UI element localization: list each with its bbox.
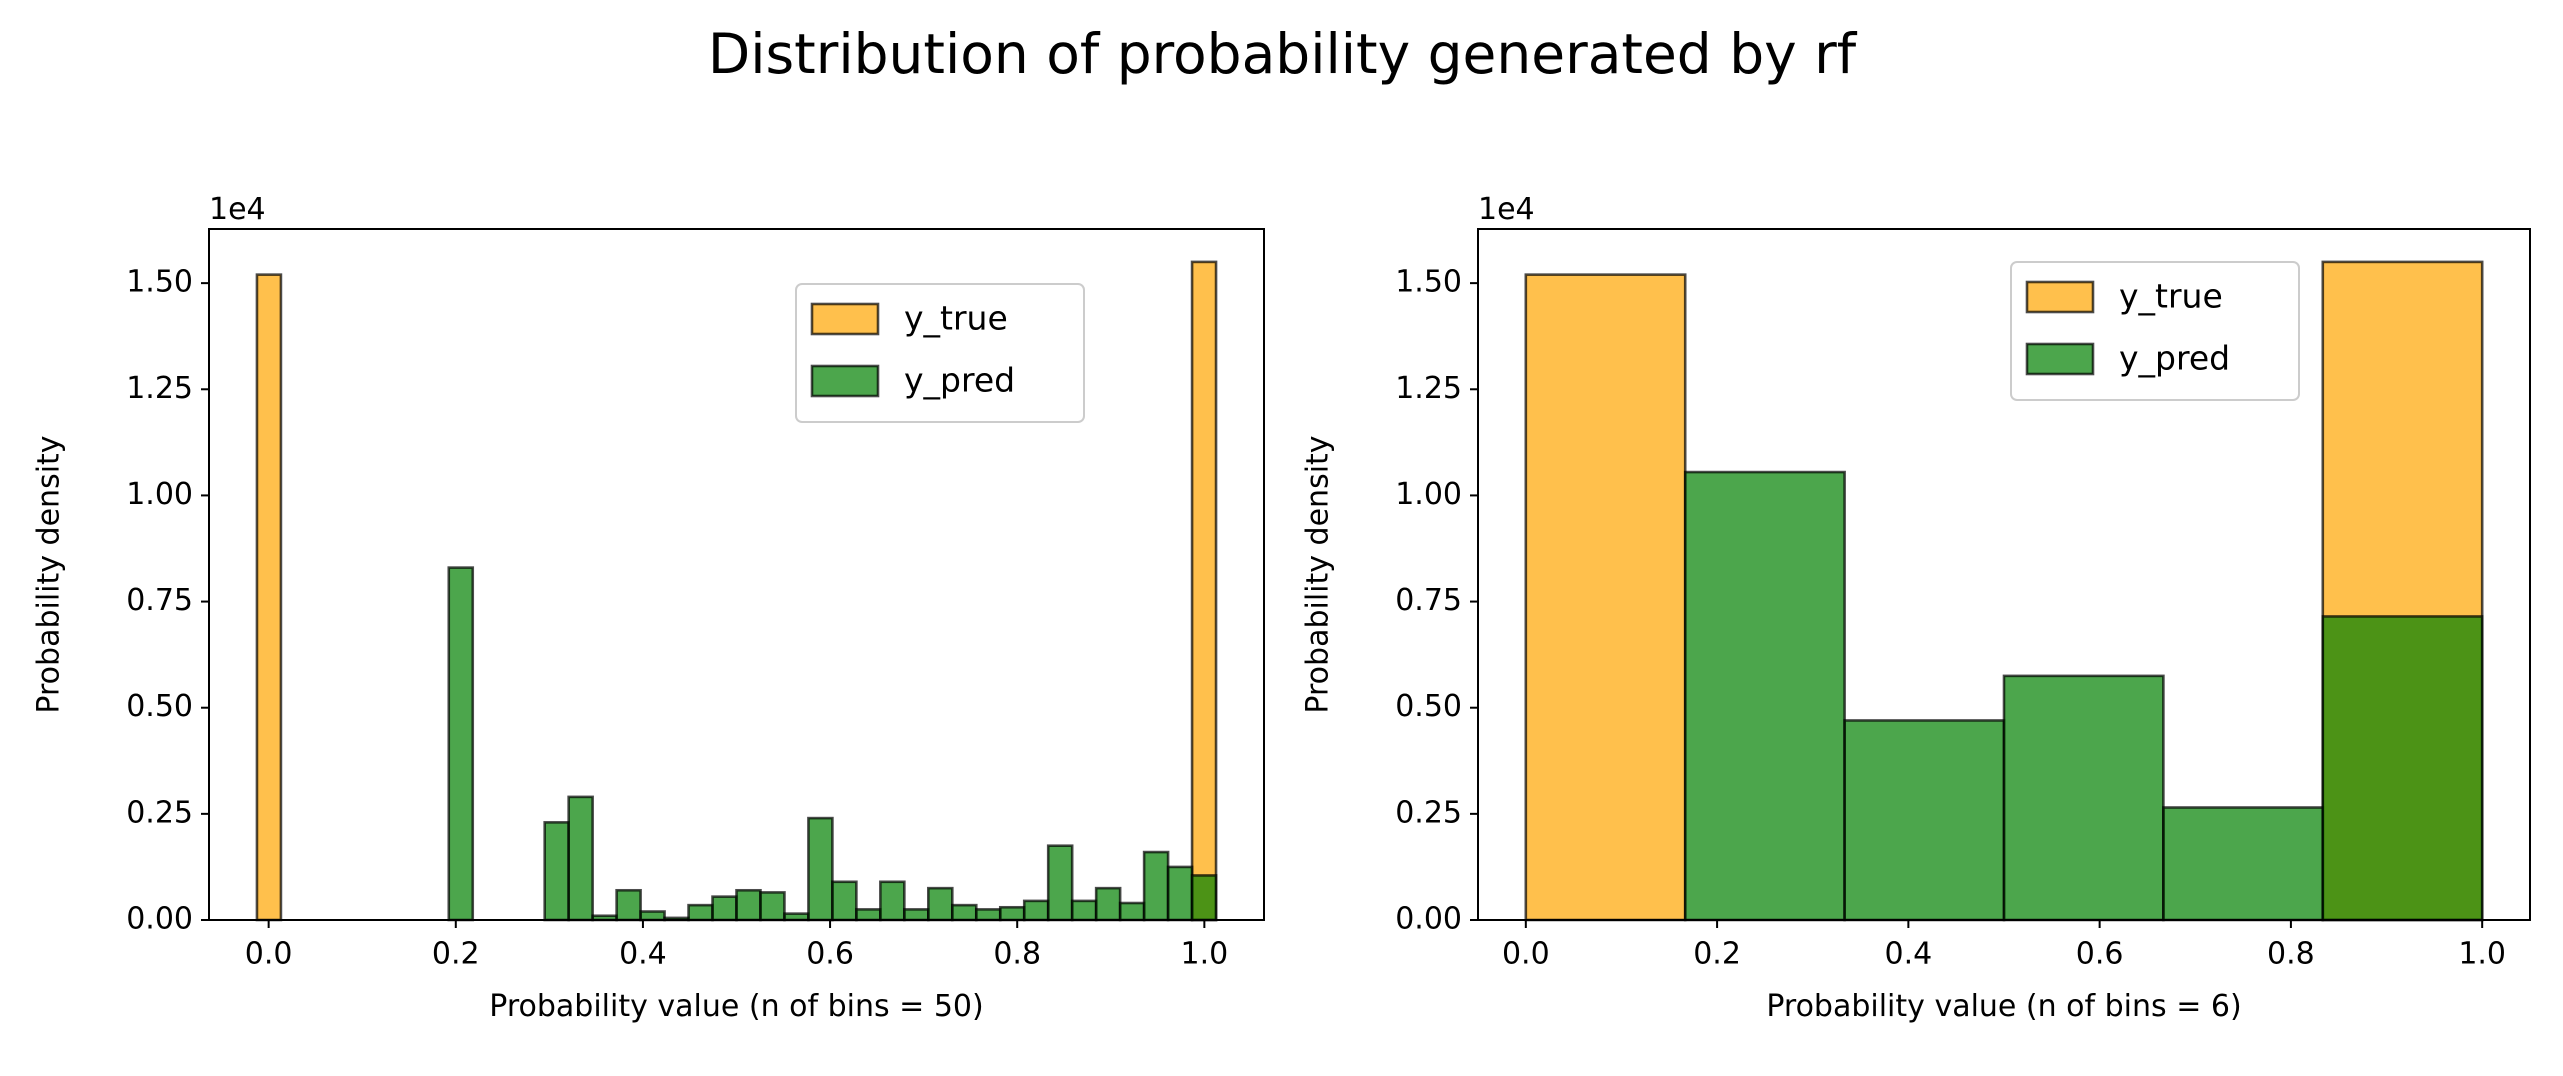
legend-swatch [2025,280,2095,314]
histogram-bar [807,816,834,922]
legend-swatch [2025,342,2095,376]
y-axis-label: Probability density [32,435,67,713]
axes-frame [1477,228,2531,921]
y-offset-label: 1e4 [1478,192,1535,227]
y-axis-label: Probability density [1301,435,1336,713]
histogram-bar [447,566,475,922]
y-tick-label: 0.25 [126,795,193,830]
x-tick-label: 0.4 [1885,937,1933,972]
y-tick-label: 1.00 [1395,477,1462,512]
histogram-bar [1190,874,1218,922]
histogram-bar [903,908,930,922]
legend-label: y_pred [904,361,1015,400]
histogram-bar [855,908,882,922]
histogram-bar [687,903,714,922]
legend-swatch [810,364,880,398]
x-tick-label: 0.8 [2267,937,2315,972]
x-axis-label: Probability value (n of bins = 50) [489,989,983,1024]
x-axis-label: Probability value (n of bins = 6) [1766,989,2241,1024]
histogram-bar [1142,850,1170,922]
histogram-bar [2321,615,2484,922]
histogram-bar [615,888,642,922]
histogram-bar [950,903,978,922]
y-tick-label: 0.00 [126,902,193,937]
x-tick-label: 0.0 [245,937,293,972]
axes-frame [208,228,1265,921]
histogram-bar [1118,901,1146,922]
y-tick-label: 0.50 [126,689,193,724]
histogram-bar [998,905,1026,922]
y-tick-label: 0.75 [126,583,193,618]
x-tick-label: 0.2 [1693,937,1741,972]
legend: y_true y_pred [795,283,1085,423]
histogram-bar [1046,844,1074,922]
subplot: 0.0 0.2 0.4 0.6 0.8 1.0 0.00 0.25 0.50 0.75 1.00 1.… [32,192,1265,1024]
y-tick-label: 0.50 [1395,689,1462,724]
legend-label: y_pred [2119,339,2230,378]
histogram-bar [1094,886,1122,922]
histogram-bar [255,273,283,922]
histogram-bar [2002,674,2165,922]
histogram-bar [1190,260,1218,922]
histogram-bar [1843,719,2006,922]
x-tick-label: 1.0 [2458,937,2506,972]
y-tick-label: 0.00 [1395,902,1462,937]
histogram-bar [639,910,666,922]
y-tick-label: 0.25 [1395,795,1462,830]
histogram-bar [1683,470,1846,922]
legend: y_true y_pred [2010,261,2300,401]
histogram-bar [759,891,786,922]
legend-swatch [810,302,880,336]
y-tick-label: 1.25 [1395,371,1462,406]
histogram-bar [735,888,762,922]
y-tick-label: 1.50 [1395,265,1462,300]
x-tick-label: 0.2 [432,937,480,972]
histogram-bar [2162,806,2325,922]
y-tick-label: 1.25 [126,371,193,406]
x-tick-label: 0.6 [806,937,854,972]
subplot: 0.0 0.2 0.4 0.6 0.8 1.0 0.00 0.25 0.50 0.75 1.00 1.… [1301,192,2531,1024]
legend-label: y_true [904,299,1008,338]
y-tick-label: 0.75 [1395,583,1462,618]
x-tick-label: 0.0 [1502,937,1550,972]
histogram-bar [831,880,858,922]
histogram-bar [567,795,594,922]
x-tick-label: 1.0 [1180,937,1228,972]
y-tick-label: 1.00 [126,477,193,512]
y-offset-label: 1e4 [209,192,266,227]
histogram-bar [1070,899,1098,922]
histogram-bar [543,821,570,922]
histogram-bar [1524,273,1687,922]
y-tick-label: 1.50 [126,265,193,300]
histogram-bar [927,886,954,922]
x-tick-label: 0.8 [993,937,1041,972]
histogram-bar [1022,899,1050,922]
x-tick-label: 0.6 [2076,937,2124,972]
histogram-bar [879,880,906,922]
histogram-bar [974,908,1002,922]
x-tick-label: 0.4 [619,937,667,972]
figure-title: Distribution of probability generated by… [708,22,1858,86]
histogram-bar [711,895,738,922]
histogram-bar [1166,865,1194,922]
legend-label: y_true [2119,277,2223,316]
